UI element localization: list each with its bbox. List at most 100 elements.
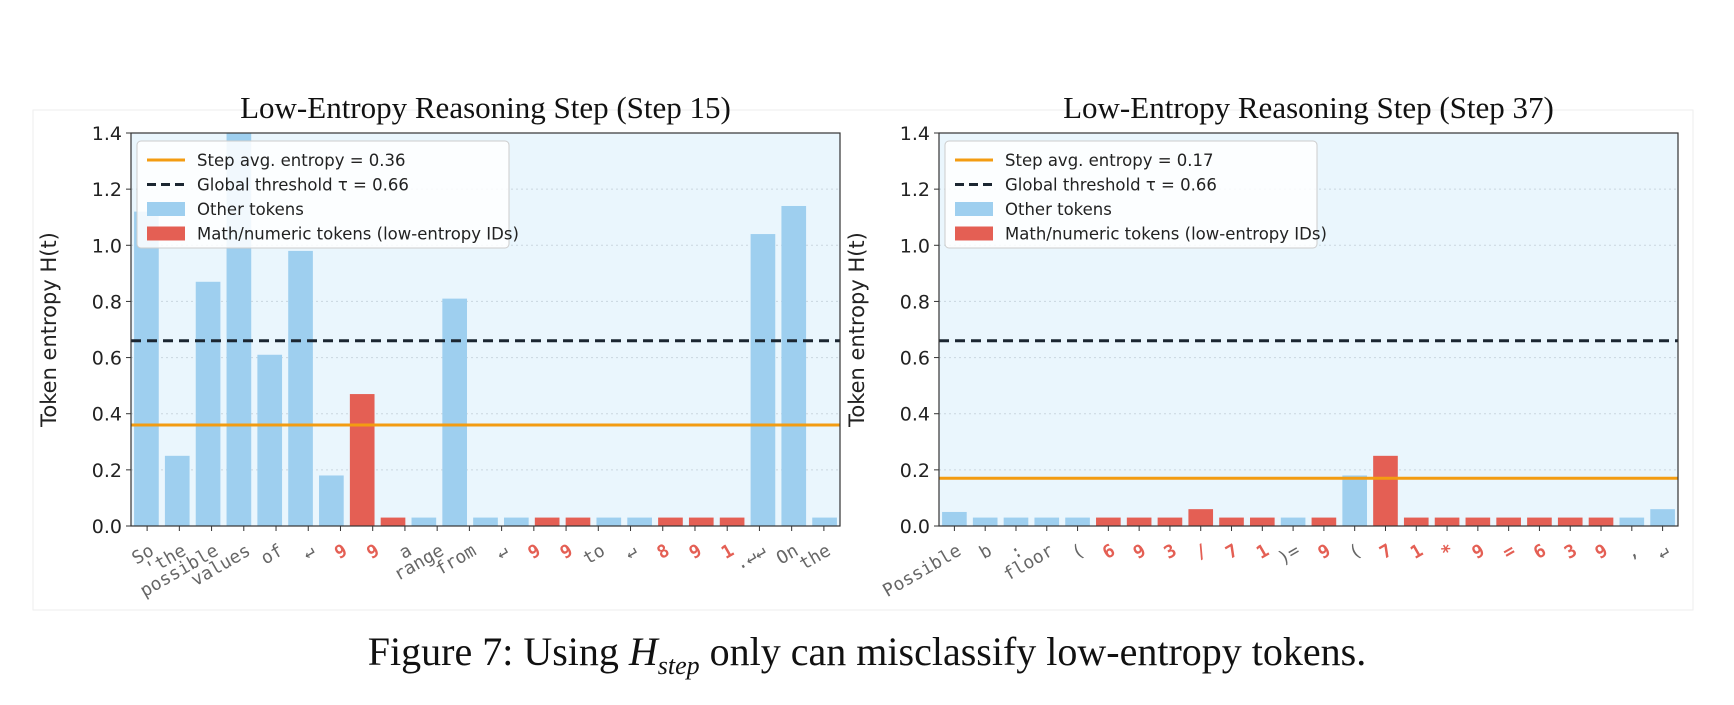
math-token-bar bbox=[658, 517, 683, 526]
y-axis-label: Token entropy H(t) bbox=[845, 232, 869, 428]
legend-label: Global threshold τ = 0.66 bbox=[197, 176, 409, 195]
math-token-bar bbox=[565, 517, 591, 526]
math-token-bar bbox=[1465, 517, 1491, 526]
x-tick-label: to bbox=[580, 540, 609, 569]
other-token-bar bbox=[473, 517, 498, 526]
x-tick-label: ↵ bbox=[492, 540, 512, 564]
legend-label: Math/numeric tokens (low-entropy IDs) bbox=[197, 225, 519, 244]
x-tick-label: ( bbox=[1068, 540, 1088, 564]
chart-title: Low-Entropy Reasoning Step (Step 15) bbox=[240, 90, 731, 125]
x-tick-label: / bbox=[1191, 540, 1211, 564]
legend-label: Global threshold τ = 0.66 bbox=[1005, 176, 1217, 195]
y-tick-label: 0.0 bbox=[900, 516, 930, 538]
other-token-bar bbox=[319, 475, 344, 526]
math-token-bar bbox=[349, 394, 375, 526]
other-token-bar bbox=[812, 517, 837, 526]
x-tick-label: 6 bbox=[1099, 540, 1119, 564]
caption-subscript: step bbox=[657, 651, 700, 680]
math-token-bar bbox=[1188, 509, 1214, 526]
plot-frame bbox=[938, 132, 1679, 527]
legend-label: Step avg. entropy = 0.17 bbox=[1005, 151, 1214, 170]
y-tick-label: 0.2 bbox=[92, 460, 122, 482]
math-token-bar bbox=[1311, 517, 1337, 526]
caption-suffix: only can misclassify low-entropy tokens. bbox=[699, 629, 1367, 674]
x-tick-label: 9 bbox=[331, 540, 351, 564]
y-tick-label: 1.4 bbox=[900, 123, 930, 145]
y-tick-label: 0.8 bbox=[92, 291, 122, 313]
x-tick-label: 9 bbox=[686, 540, 706, 564]
other-token-bar bbox=[1280, 517, 1306, 526]
other-token-bar bbox=[972, 517, 998, 526]
math-token-bar bbox=[1249, 517, 1275, 526]
math-token-bar bbox=[1157, 517, 1183, 526]
x-tick-label: 9 bbox=[363, 540, 383, 564]
x-tick-label: 6 bbox=[1530, 540, 1550, 564]
math-token-bar bbox=[1588, 517, 1614, 526]
legend-swatch-other bbox=[955, 202, 993, 216]
other-token-bar bbox=[164, 455, 190, 526]
y-tick-label: 1.2 bbox=[900, 179, 930, 201]
legend-label: Other tokens bbox=[1005, 200, 1112, 219]
y-tick-label: 0.2 bbox=[900, 460, 930, 482]
legend-swatch-math bbox=[147, 226, 185, 241]
x-tick-label: ( bbox=[1345, 540, 1365, 564]
x-tick-label: of bbox=[257, 540, 286, 569]
x-tick-label: 7 bbox=[1376, 540, 1396, 564]
math-token-bar bbox=[1557, 517, 1583, 526]
caption-symbol: H bbox=[628, 629, 658, 674]
x-tick-label: the bbox=[796, 540, 835, 574]
y-tick-label: 0.0 bbox=[92, 516, 122, 538]
math-token-bar bbox=[1373, 455, 1398, 526]
figure-frame bbox=[32, 109, 1694, 611]
x-tick-label: 3 bbox=[1161, 540, 1181, 564]
other-token-bar bbox=[942, 511, 967, 526]
x-tick-label: 9 bbox=[557, 540, 577, 564]
math-token-bar bbox=[688, 517, 714, 526]
caption-prefix: Figure 7: Using bbox=[367, 629, 629, 674]
x-tick-label: * bbox=[1438, 540, 1458, 564]
other-token-bar bbox=[1619, 517, 1645, 526]
other-token-bar bbox=[1065, 517, 1090, 526]
legend-label: Other tokens bbox=[197, 200, 304, 219]
math-token-bar bbox=[1496, 517, 1521, 526]
other-token-bar bbox=[781, 205, 807, 526]
other-token-bar bbox=[596, 517, 622, 526]
other-token-bar bbox=[1003, 517, 1029, 526]
plot-frame bbox=[130, 132, 841, 527]
math-token-bar bbox=[1096, 517, 1121, 526]
x-tick-label: 1 bbox=[1253, 540, 1273, 564]
other-token-bar bbox=[503, 517, 529, 526]
x-tick-label: .↵↵ bbox=[731, 540, 770, 575]
x-tick-label: 9 bbox=[1468, 540, 1488, 564]
math-token-bar bbox=[380, 517, 406, 526]
y-tick-label: 0.6 bbox=[92, 348, 122, 370]
y-tick-label: 0.4 bbox=[900, 404, 930, 426]
x-tick-label: ↵ bbox=[621, 540, 641, 564]
bars bbox=[942, 455, 1675, 526]
y-tick-label: 1.4 bbox=[92, 123, 122, 145]
x-tick-label: b bbox=[976, 540, 996, 564]
math-token-bar bbox=[534, 517, 560, 526]
y-axis-label: Token entropy H(t) bbox=[37, 232, 61, 428]
other-token-bar bbox=[257, 354, 283, 526]
legend-box bbox=[944, 140, 1318, 249]
y-tick-label: 1.0 bbox=[900, 235, 930, 257]
x-tick-label: = bbox=[1499, 540, 1519, 564]
x-tick-label: )= bbox=[1274, 540, 1303, 569]
other-token-bar bbox=[442, 298, 468, 526]
x-tick-label: 9 bbox=[524, 540, 544, 564]
x-tick-label: ↵ bbox=[299, 540, 319, 564]
y-tick-label: 0.4 bbox=[92, 404, 122, 426]
x-tick-label: 9 bbox=[1592, 540, 1612, 564]
legend-swatch-other bbox=[147, 202, 185, 216]
math-token-bar bbox=[719, 517, 745, 526]
other-token-bar bbox=[288, 250, 313, 526]
x-tick-label: 1 bbox=[1407, 540, 1427, 564]
x-tick-label: 7 bbox=[1222, 540, 1242, 564]
math-token-bar bbox=[1434, 517, 1460, 526]
math-token-bar bbox=[1403, 517, 1429, 526]
math-token-bar bbox=[1527, 517, 1552, 526]
legend-swatch-math bbox=[955, 226, 993, 241]
